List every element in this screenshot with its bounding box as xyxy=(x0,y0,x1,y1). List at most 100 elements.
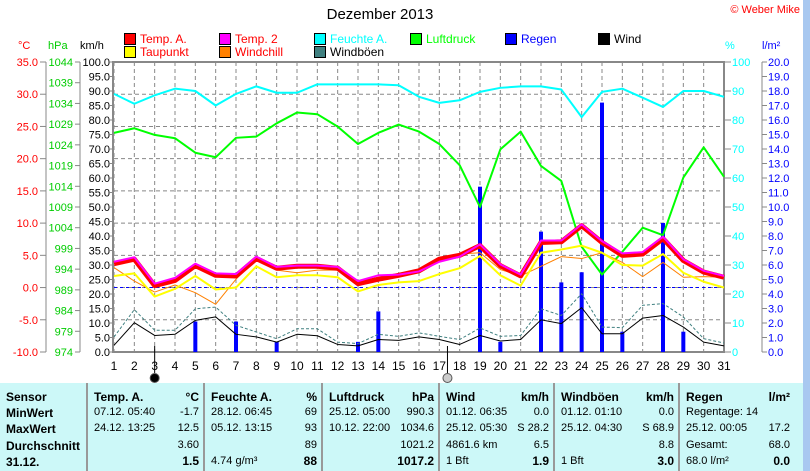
axis-tick-label-humidity: 20 xyxy=(732,289,744,301)
legend-item: Taupunkt xyxy=(124,45,189,59)
legend-item: Regen xyxy=(505,32,556,46)
axis-tick-label-temp: 35.0 xyxy=(17,57,38,69)
x-tick-label: 15 xyxy=(392,359,406,373)
legend-label: Temp. 2 xyxy=(235,32,278,46)
axis-tick-label-pressure: 1034 xyxy=(49,98,73,110)
axis-tick-label-rain: 12.0 xyxy=(768,173,789,185)
cell-value: 3.0 xyxy=(657,454,674,468)
legend-item: Feuchte A. xyxy=(314,32,387,46)
rain-bar xyxy=(478,186,482,352)
cell-value: 0.0 xyxy=(533,406,549,418)
axis-tick-label-rain: 10.0 xyxy=(768,202,789,214)
axis-tick-label-wind: 40.0 xyxy=(89,231,110,243)
x-tick-label: 7 xyxy=(233,359,240,373)
table-column: Sensor MinWert MaxWert Durchschnitt 31.12. xyxy=(0,383,88,471)
axis-tick-label-rain: 19.0 xyxy=(768,72,789,84)
cell-value: 6.5 xyxy=(533,439,549,451)
cell-detail: 25.12. 05:30 xyxy=(446,422,508,434)
series-line-windb-en xyxy=(113,293,725,345)
axis-tick-label-pressure: 994 xyxy=(55,264,73,276)
x-tick-label: 4 xyxy=(172,359,179,373)
x-tick-label: 27 xyxy=(636,359,650,373)
x-tick-label: 16 xyxy=(412,359,426,373)
axis-tick-label-rain: 7.0 xyxy=(768,246,783,258)
axis-tick-label-pressure: 1044 xyxy=(49,57,73,69)
rain-bar xyxy=(274,341,279,352)
axis-tick-label-pressure: 1029 xyxy=(49,119,73,131)
legend-item: Luftdruck xyxy=(410,32,475,46)
row-label: Durchschnitt xyxy=(6,439,81,453)
series-line-luftdruck xyxy=(113,111,725,276)
x-tick-label: 1 xyxy=(111,359,118,373)
x-tick-label: 20 xyxy=(494,359,508,373)
axis-tick-label-pressure: 989 xyxy=(55,285,73,297)
axis-tick-label-pressure: 999 xyxy=(55,243,73,255)
rain-bar xyxy=(579,272,584,352)
x-tick-label: 22 xyxy=(534,359,548,373)
axis-tick-label-pressure: 1019 xyxy=(49,161,73,173)
cell-detail: 24.12. 13:25 xyxy=(94,422,156,434)
column-unit: °C xyxy=(185,390,199,404)
rain-bar xyxy=(193,321,198,352)
axis-tick-label-humidity: 80 xyxy=(732,115,744,127)
legend-swatch xyxy=(410,33,422,45)
axis-tick-label-wind: 80.0 xyxy=(89,115,110,127)
column-unit: km/h xyxy=(520,390,549,404)
cell-detail: 1 Bft xyxy=(446,455,469,467)
axis-tick-label-humidity: 50 xyxy=(732,202,744,214)
axis-tick-label-wind: 20.0 xyxy=(89,289,110,301)
axis-tick-label-temp: 30.0 xyxy=(17,89,38,101)
cell-value: 990.3 xyxy=(406,406,434,418)
axis-unit-temp: °C xyxy=(18,40,31,52)
axis-tick-label-wind: 10.0 xyxy=(89,318,110,330)
column-header: Windböen xyxy=(561,390,619,404)
axis-tick-label-rain: 3.0 xyxy=(768,304,783,316)
legend-label: Temp. A. xyxy=(140,32,187,46)
axis-tick-label-wind: 35.0 xyxy=(89,246,110,258)
x-tick-label: 21 xyxy=(514,359,528,373)
x-tick-label: 2 xyxy=(131,359,138,373)
table-column: Regen l/m² Regentage: 14 25.12. 00:05 17.2 Ge… xyxy=(680,383,794,471)
axis-tick-label-temp: 5.0 xyxy=(23,250,38,262)
axis-tick-label-rain: 8.0 xyxy=(768,231,783,243)
cell-detail: 10.12. 22:00 xyxy=(329,422,391,434)
cell-detail: 05.12. 13:15 xyxy=(211,422,273,434)
axis-unit-rain: l/m² xyxy=(762,40,781,52)
legend-label: Taupunkt xyxy=(140,45,189,59)
rain-bar xyxy=(681,331,686,352)
legend-swatch xyxy=(219,33,231,45)
cell-value: 93 xyxy=(304,422,317,434)
copyright: © Weber Mike xyxy=(730,4,800,16)
cell-value: 69 xyxy=(304,406,317,418)
x-tick-label: 10 xyxy=(290,359,304,373)
axis-tick-label-wind: 50.0 xyxy=(89,202,110,214)
x-tick-label: 23 xyxy=(555,359,569,373)
axis-tick-label-rain: 17.0 xyxy=(768,101,789,113)
column-header: Temp. A. xyxy=(94,390,144,404)
x-tick-label: 12 xyxy=(331,359,345,373)
axis-tick-label-wind: 95.0 xyxy=(89,72,110,84)
cell-value: -1.7 xyxy=(180,406,199,418)
axis-tick-label-wind: 45.0 xyxy=(89,217,110,229)
cell-detail: 07.12. 05:40 xyxy=(94,406,156,418)
axis-unit-humidity: % xyxy=(725,40,735,52)
cell-detail: 68.0 l/m² xyxy=(686,455,729,467)
axis-tick-label-wind: 30.0 xyxy=(89,260,110,272)
x-tick-label: 6 xyxy=(212,359,219,373)
cell-value: S 28.2 xyxy=(517,422,549,434)
cell-value: 1021.2 xyxy=(400,439,434,451)
axis-tick-label-rain: 0.0 xyxy=(768,347,783,359)
full-moon-icon xyxy=(442,373,453,383)
x-tick-label: 11 xyxy=(311,359,324,373)
x-tick-label: 5 xyxy=(192,359,199,373)
axis-tick-label-wind: 90.0 xyxy=(89,86,110,98)
axis-tick-label-wind: 15.0 xyxy=(89,304,110,316)
axis-tick-label-wind: 100.0 xyxy=(82,57,110,69)
x-tick-label: 17 xyxy=(433,359,447,373)
axis-tick-label-rain: 1.0 xyxy=(768,333,783,345)
axis-tick-label-rain: 4.0 xyxy=(768,289,783,301)
row-label: MaxWert xyxy=(6,422,56,436)
axis-tick-label-pressure: 1024 xyxy=(49,140,73,152)
axis-tick-label-rain: 11.0 xyxy=(768,188,789,200)
x-tick-label: 29 xyxy=(677,359,691,373)
